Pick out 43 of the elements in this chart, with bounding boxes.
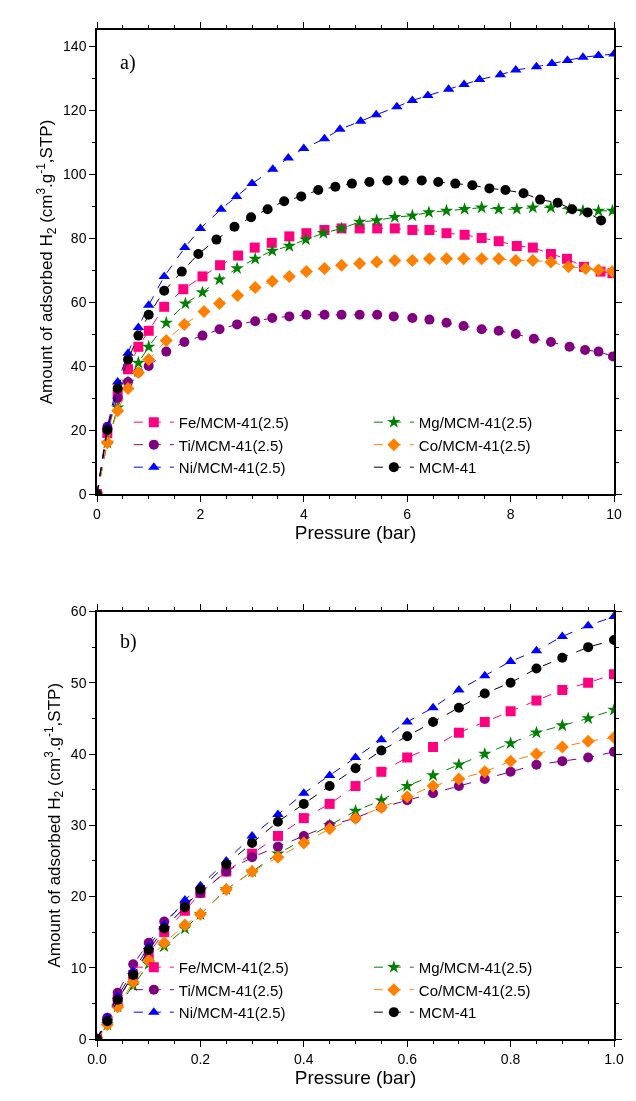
text: b) (120, 630, 137, 653)
y-tick-label: 120 (63, 101, 87, 118)
legend-label: Co/MCM-41(2.5) (418, 981, 531, 999)
y-tick-label: 30 (70, 817, 87, 834)
x-tick-label: 10 (606, 505, 622, 522)
x-tick-label: 0.4 (294, 1050, 314, 1067)
y-tick-label: 60 (70, 603, 87, 620)
y-tick-label: 80 (70, 229, 87, 246)
legend-label: MCM-41 (418, 1004, 477, 1022)
y-tick-label: 40 (70, 745, 87, 762)
legend-label: MCM-41 (418, 459, 477, 477)
x-tick-label: 0.2 (190, 1050, 211, 1067)
x-tick-label: 6 (403, 505, 412, 522)
y-tick-label: 0 (78, 1030, 87, 1047)
y-tick-label: 100 (63, 165, 87, 182)
legend-label: Co/MCM-41(2.5) (418, 436, 531, 454)
legend-label: Ti/MCM-41(2.5) (178, 436, 284, 454)
y-tick-label: 20 (70, 888, 87, 905)
x-tick-label: 2 (196, 505, 205, 522)
text: a) (120, 51, 136, 74)
y-tick-label: 20 (70, 421, 87, 438)
legend-label: Fe/MCM-41(2.5) (178, 414, 289, 432)
x-axis-title: Pressure (bar) (294, 521, 417, 543)
y-tick-label: 40 (70, 357, 87, 374)
x-axis-title: Pressure (bar) (294, 1066, 417, 1088)
y-tick-label: 10 (70, 959, 87, 976)
y-tick-label: 140 (63, 37, 87, 54)
x-tick-label: 1.0 (604, 1050, 624, 1067)
y-tick-label: 60 (70, 293, 87, 310)
x-tick-label: 0.6 (397, 1050, 418, 1067)
y-tick-label: 0 (78, 485, 87, 502)
legend-label: Ni/MCM-41(2.5) (178, 459, 286, 477)
y-tick-label: 50 (70, 674, 87, 691)
legend-label: Ni/MCM-41(2.5) (178, 1004, 286, 1022)
x-tick-label: 0.0 (87, 1050, 107, 1067)
legend-label: Mg/MCM-41(2.5) (418, 414, 533, 432)
legend-label: Fe/MCM-41(2.5) (178, 959, 289, 977)
legend-label: Mg/MCM-41(2.5) (418, 959, 533, 977)
x-tick-label: 0 (93, 505, 102, 522)
x-tick-label: 8 (506, 505, 515, 522)
x-tick-label: 0.8 (500, 1050, 521, 1067)
legend-label: Ti/MCM-41(2.5) (178, 981, 284, 999)
x-tick-label: 4 (299, 505, 308, 522)
